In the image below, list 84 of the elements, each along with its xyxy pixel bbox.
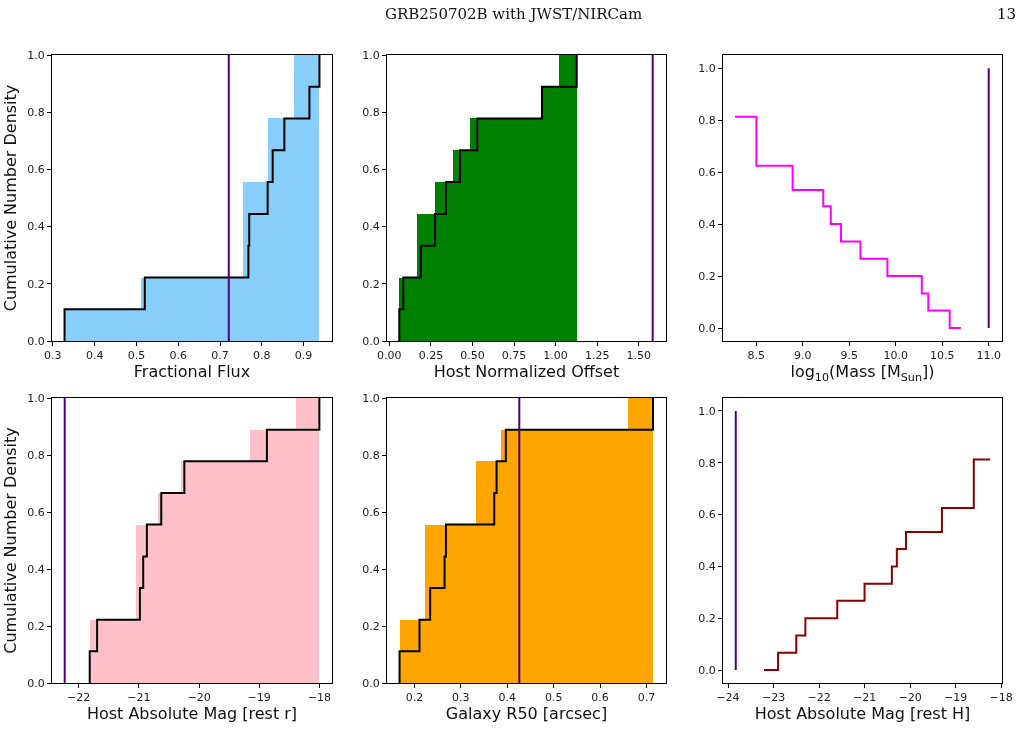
x-tick-label: 0.7 bbox=[211, 349, 229, 363]
chart-title: GRB250702B with JWST/NIRCam bbox=[385, 5, 643, 23]
text: 13 bbox=[997, 5, 1017, 23]
y-tick-label: 0.8 bbox=[698, 114, 716, 128]
y-tick-label: 0.2 bbox=[362, 619, 380, 633]
y-tick-label: 0.2 bbox=[27, 619, 45, 633]
y-tick-label: 1.0 bbox=[27, 48, 45, 62]
y-tick-label: 0.4 bbox=[698, 217, 716, 231]
x-axis-title: Host Absolute Mag [rest r] bbox=[86, 704, 298, 724]
x-tick-label: −21 bbox=[127, 691, 151, 705]
x-tick-label: 0.25 bbox=[418, 349, 444, 363]
x-tick-label: −19 bbox=[943, 691, 968, 705]
y-tick-label: 0.0 bbox=[362, 334, 380, 348]
x-tick-label: −23 bbox=[761, 691, 786, 705]
x-tick-label: 0.4 bbox=[85, 349, 104, 363]
y-tick-label: 0.8 bbox=[362, 448, 380, 462]
x-axis-title: Host Normalized Offset bbox=[433, 362, 620, 382]
x-tick-label: 10.0 bbox=[883, 349, 909, 363]
x-tick-label: 1.00 bbox=[543, 349, 568, 363]
y-tick-label: 0.6 bbox=[27, 163, 45, 177]
x-tick-label: 0.7 bbox=[637, 691, 656, 705]
x-tick-label: 9.0 bbox=[794, 349, 812, 363]
y-tick-label: 0.6 bbox=[698, 166, 716, 179]
x-tick-label: 0.2 bbox=[405, 691, 424, 705]
x-tick-label: −18 bbox=[307, 691, 331, 705]
y-axis-title: Cumulative Number Density bbox=[1, 84, 21, 312]
y-tick-label: 0.0 bbox=[362, 676, 380, 690]
y-tick-label: 0.4 bbox=[362, 220, 380, 234]
y-tick-label: 0.6 bbox=[362, 163, 380, 177]
y-tick-label: 0.8 bbox=[362, 106, 380, 120]
x-tick-label: −21 bbox=[852, 691, 877, 705]
y-tick-label: 0.2 bbox=[362, 277, 380, 291]
x-tick-label: −22 bbox=[67, 691, 91, 705]
x-axis-title: Galaxy R50 [arcsec] bbox=[445, 704, 608, 724]
x-tick-label: 0.50 bbox=[460, 349, 485, 363]
y-tick-label: 1.0 bbox=[362, 391, 380, 405]
y-tick-label: 0.6 bbox=[362, 505, 380, 519]
x-tick-label: 0.00 bbox=[377, 349, 402, 363]
x-tick-label: 10.5 bbox=[929, 349, 955, 363]
x-tick-label: 0.8 bbox=[253, 349, 271, 363]
x-tick-label: −20 bbox=[898, 691, 922, 705]
x-tick-label: −20 bbox=[187, 691, 211, 705]
x-tick-label: 0.9 bbox=[294, 349, 313, 363]
y-tick-label: 0.4 bbox=[698, 560, 716, 574]
x-tick-label: 0.5 bbox=[127, 349, 146, 363]
y-tick-label: 1.0 bbox=[698, 62, 716, 76]
y-tick-label: 0.6 bbox=[27, 505, 45, 519]
x-tick-label: −19 bbox=[247, 691, 271, 705]
y-tick-label: 1.0 bbox=[27, 391, 45, 405]
x-tick-label: 11.0 bbox=[976, 349, 1001, 363]
x-tick-label: 1.50 bbox=[626, 349, 651, 363]
x-tick-label: 0.3 bbox=[44, 349, 62, 363]
x-tick-label: 0.5 bbox=[544, 691, 563, 705]
y-tick-label: 0.4 bbox=[27, 562, 45, 576]
y-tick-label: 0.2 bbox=[698, 269, 716, 283]
y-tick-label: 1.0 bbox=[698, 404, 716, 418]
x-tick-label: 0.75 bbox=[501, 349, 527, 363]
y-tick-label: 0.8 bbox=[27, 448, 45, 462]
y-tick-label: 0.0 bbox=[27, 334, 45, 348]
x-tick-label: 9.5 bbox=[840, 349, 859, 363]
y-axis-title: Cumulative Number Density bbox=[1, 427, 21, 654]
x-tick-label: −18 bbox=[989, 691, 1013, 705]
x-tick-label: 0.6 bbox=[169, 349, 187, 363]
x-tick-label: −22 bbox=[807, 691, 831, 705]
x-tick-label: −24 bbox=[716, 691, 740, 705]
y-tick-label: 0.2 bbox=[27, 277, 45, 291]
y-tick-label: 0.8 bbox=[698, 456, 716, 470]
x-tick-label: 0.6 bbox=[591, 691, 609, 705]
y-tick-label: 0.0 bbox=[698, 321, 716, 335]
y-tick-label: 0.8 bbox=[27, 106, 45, 120]
x-axis-title: log$_{10}$(Mass [M$_{Sun}$]) bbox=[790, 362, 935, 384]
x-tick-label: 0.3 bbox=[452, 691, 470, 705]
x-tick-label: 0.4 bbox=[498, 691, 516, 705]
x-tick-label: 1.25 bbox=[584, 349, 610, 363]
y-tick-label: 0.4 bbox=[362, 562, 380, 576]
y-tick-label: 0.2 bbox=[698, 612, 716, 626]
y-tick-label: 1.0 bbox=[362, 48, 380, 62]
y-tick-label: 0.6 bbox=[698, 508, 716, 522]
x-axis-title: Fractional Flux bbox=[133, 362, 251, 382]
y-tick-label: 0.0 bbox=[698, 663, 716, 677]
x-axis-title: Host Absolute Mag [rest H] bbox=[754, 704, 971, 724]
y-tick-label: 0.0 bbox=[27, 676, 45, 690]
x-tick-label: 8.5 bbox=[747, 349, 766, 363]
y-tick-label: 0.4 bbox=[27, 220, 45, 234]
